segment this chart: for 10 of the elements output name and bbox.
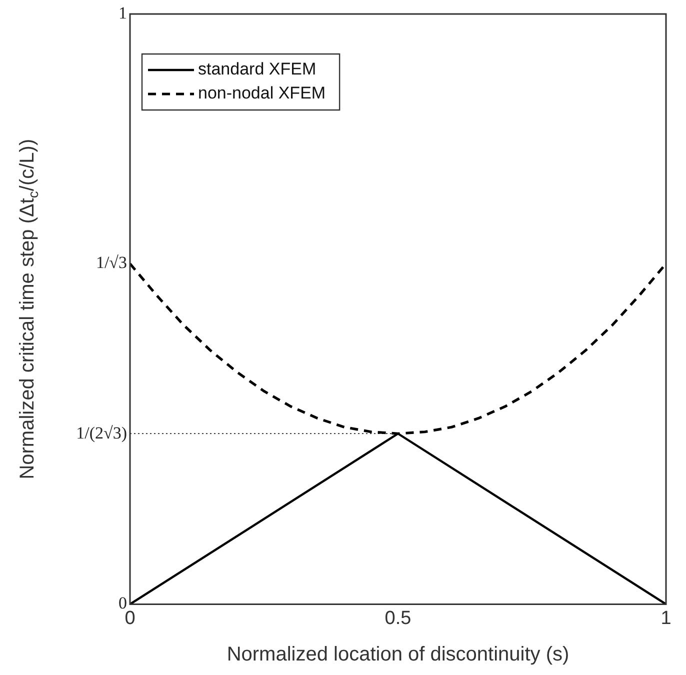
y-axis-title: Normalized critical time step (Δtc/(c/L)) (16, 138, 41, 480)
y-tick-label: 1 (118, 3, 127, 22)
y-tick-label: 1/(2√3) (76, 423, 127, 442)
y-tick-label: 1/√3 (96, 252, 127, 272)
legend-label: standard XFEM (198, 60, 316, 79)
legend-label: non-nodal XFEM (198, 84, 326, 103)
x-tick-label: 0.5 (384, 608, 412, 629)
x-axis-title: Normalized location of discontinuity (s) (226, 644, 570, 666)
y-tick-label: 0 (118, 594, 127, 613)
x-tick-label: 1 (660, 608, 672, 629)
